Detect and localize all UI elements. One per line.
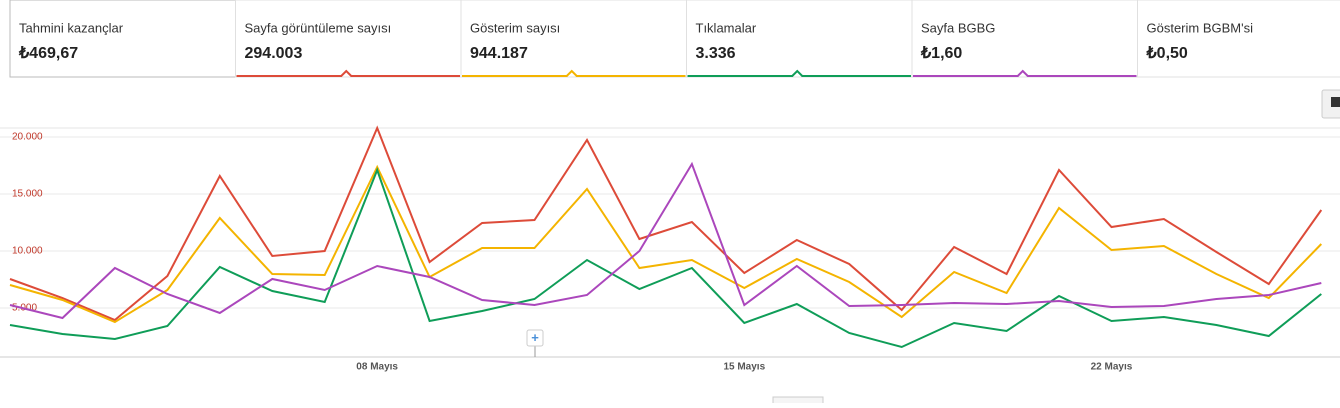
- metric-value: 3.336: [696, 45, 736, 62]
- metric-value: ₺1,60: [920, 45, 962, 62]
- y-tick-label: 15.000: [12, 189, 43, 200]
- metric-tab: [1138, 0, 1340, 77]
- metric-label: Sayfa görüntüleme sayısı: [245, 20, 392, 35]
- button-icon: [1331, 97, 1340, 107]
- series-line: [10, 167, 1321, 322]
- metric-label: Gösterim BGBM'si: [1147, 20, 1254, 35]
- series-line: [10, 164, 1321, 318]
- metric-label: Gösterim sayısı: [470, 20, 560, 35]
- metric-value: ₺469,67: [18, 45, 78, 62]
- series-line: [10, 170, 1321, 347]
- metric-label: Sayfa BGBG: [921, 20, 995, 35]
- scroll-handle[interactable]: [773, 397, 823, 403]
- metric-tabs: Tahmini kazançlar ₺469,67 Sayfa görüntülem…: [10, 0, 1340, 77]
- metric-label: Tıklamalar: [696, 20, 757, 35]
- y-tick-label: 10.000: [12, 246, 43, 257]
- metric-label: Tahmini kazançlar: [19, 20, 124, 35]
- metric-value: 294.003: [245, 45, 303, 62]
- y-tick-label: 20.000: [12, 132, 43, 143]
- annotation-plus: +: [531, 330, 539, 345]
- x-tick-label: 08 Mayıs: [356, 362, 398, 373]
- metric-tab: [687, 0, 913, 77]
- metric-tab: [236, 0, 462, 77]
- metric-tab: [912, 0, 1138, 77]
- metric-value: ₺0,50: [1146, 45, 1188, 62]
- metric-value: 944.187: [470, 45, 528, 62]
- metric-tab: [10, 0, 236, 77]
- series-line: [10, 128, 1321, 320]
- x-tick-label: 15 Mayıs: [723, 362, 765, 373]
- metric-tab: [461, 0, 687, 77]
- x-tick-label: 22 Mayıs: [1091, 362, 1133, 373]
